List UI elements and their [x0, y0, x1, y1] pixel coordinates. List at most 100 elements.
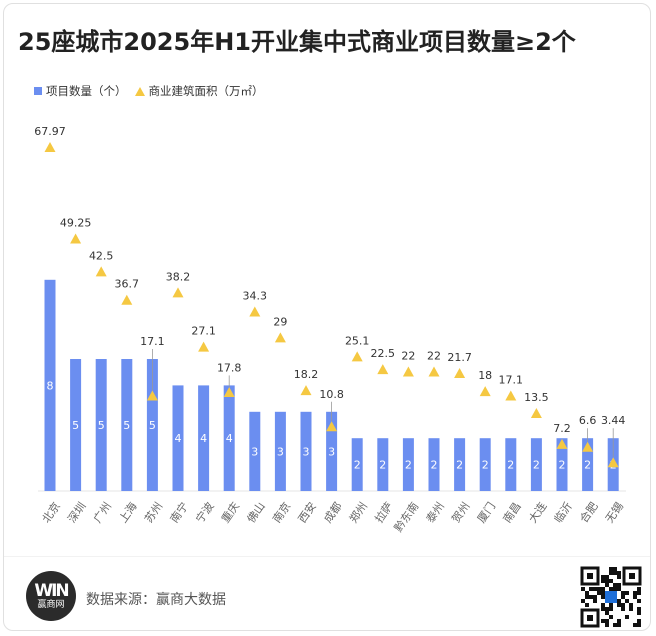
bar-count-label: 2 — [584, 459, 591, 472]
chart-title: 25座城市2025年H1开业集中式商业项目数量≥2个 — [18, 28, 576, 56]
area-value-label: 27.1 — [191, 325, 216, 338]
bar-count-label: 4 — [226, 432, 233, 445]
chart-card: 25座城市2025年H1开业集中式商业项目数量≥2个 项目数量（个） 商业建筑面… — [3, 3, 651, 631]
category-tick-label: 南宁 — [167, 499, 191, 525]
bar — [223, 385, 235, 491]
bar-count-label: 2 — [482, 459, 489, 472]
area-marker — [582, 441, 594, 452]
bar-count-label: 3 — [328, 445, 335, 458]
category-tick-label: 西安 — [295, 499, 319, 525]
bar — [172, 385, 184, 491]
bar-count-label: 2 — [456, 459, 463, 472]
area-marker — [505, 390, 517, 401]
area-value-label: 34.3 — [243, 289, 268, 302]
bar-count-label: 2 — [405, 459, 412, 472]
data-source: 数据来源：赢商大数据 — [86, 592, 226, 608]
area-marker — [121, 294, 133, 305]
area-value-label: 49.25 — [60, 216, 92, 229]
category-tick-label: 大连 — [525, 499, 549, 525]
bar — [402, 438, 414, 491]
category-tick-label: 上海 — [116, 499, 140, 525]
bar — [582, 438, 594, 491]
bar-count-label: 3 — [277, 445, 284, 458]
bar — [95, 359, 107, 491]
area-value-label: 18 — [478, 369, 492, 382]
area-marker — [223, 387, 235, 398]
legend-triangle-icon — [134, 86, 145, 96]
area-value-label: 22 — [401, 350, 415, 363]
bar-count-label: 2 — [533, 459, 540, 472]
category-tick-label: 临沂 — [551, 499, 575, 525]
bar — [556, 438, 568, 491]
area-marker — [428, 366, 440, 377]
area-value-label: 22.5 — [371, 347, 396, 360]
legend-item-area: 商业建筑面积（万㎡） — [134, 83, 264, 99]
bar-chart: 8 67.97 北京 5 49.25 深圳 5 42.5 广州 5 36.7 上海 5 17.1 苏州 4 38… — [34, 125, 626, 534]
bar — [505, 438, 517, 491]
bar-count-label: 5 — [123, 419, 130, 432]
area-value-label: 29 — [273, 315, 287, 328]
bar-count-label: 5 — [72, 419, 79, 432]
legend-label-area: 商业建筑面积（万㎡） — [148, 84, 264, 98]
legend-item-projects: 项目数量（个） — [34, 83, 127, 99]
area-marker — [249, 306, 261, 317]
category-tick-label: 南京 — [269, 499, 293, 525]
logo-text: 赢商网 — [37, 599, 65, 610]
bar — [121, 359, 133, 491]
category-tick-label: 厦门 — [474, 499, 498, 525]
bar-count-label: 8 — [47, 379, 54, 392]
bar-count-label: 2 — [354, 459, 361, 472]
area-marker — [454, 368, 466, 379]
area-marker — [402, 366, 414, 377]
category-tick-label: 黔东南 — [391, 499, 421, 534]
area-marker — [300, 385, 312, 396]
category-tick-label: 宁波 — [193, 499, 217, 525]
bar-count-label: 3 — [251, 445, 258, 458]
category-tick-label: 深圳 — [65, 500, 88, 525]
area-value-label: 38.2 — [166, 270, 191, 283]
category-tick-label: 广州 — [91, 500, 114, 525]
category-tick-label: 苏州 — [142, 500, 165, 525]
bar-count-label: 2 — [379, 459, 386, 472]
category-tick-label: 无锡 — [602, 499, 626, 525]
area-marker — [607, 457, 619, 468]
area-value-label: 6.6 — [579, 414, 597, 427]
category-tick-label: 南昌 — [501, 500, 524, 525]
bar — [479, 438, 491, 491]
area-value-label: 7.2 — [553, 422, 571, 435]
bar — [146, 359, 158, 491]
area-marker — [556, 438, 568, 449]
qr-code-icon — [580, 566, 642, 628]
area-value-label: 22 — [427, 350, 441, 363]
bar — [249, 411, 261, 491]
category-tick-label: 佛山 — [245, 500, 268, 525]
area-marker — [530, 408, 542, 419]
area-marker — [274, 332, 286, 343]
area-value-label: 42.5 — [89, 249, 114, 262]
category-tick-label: 拉萨 — [372, 499, 396, 525]
category-tick-label: 郑州 — [346, 499, 370, 525]
category-tick-label: 泰州 — [423, 499, 447, 525]
brand-logo: WIN 赢商网 — [26, 571, 76, 621]
category-tick-label: 成都 — [321, 500, 344, 525]
bar-count-label: 4 — [200, 432, 207, 445]
area-marker — [146, 390, 158, 401]
bar — [377, 438, 389, 491]
bar — [300, 411, 312, 491]
bar — [198, 385, 210, 491]
logo-mark: WIN — [34, 580, 69, 601]
area-marker — [326, 421, 338, 432]
area-value-label: 13.5 — [524, 391, 549, 404]
bar-count-label: 5 — [98, 419, 105, 432]
bar — [351, 438, 363, 491]
area-marker — [44, 142, 56, 152]
area-marker — [351, 351, 363, 362]
category-tick-label: 贺州 — [449, 500, 472, 525]
area-marker — [70, 233, 82, 244]
area-value-label: 17.1 — [140, 335, 165, 348]
area-value-label: 3.44 — [601, 414, 626, 427]
area-value-label: 25.1 — [345, 334, 370, 347]
category-tick-label: 合肥 — [577, 499, 601, 525]
bar-count-label: 5 — [149, 419, 156, 432]
area-value-label: 17.8 — [217, 361, 242, 374]
